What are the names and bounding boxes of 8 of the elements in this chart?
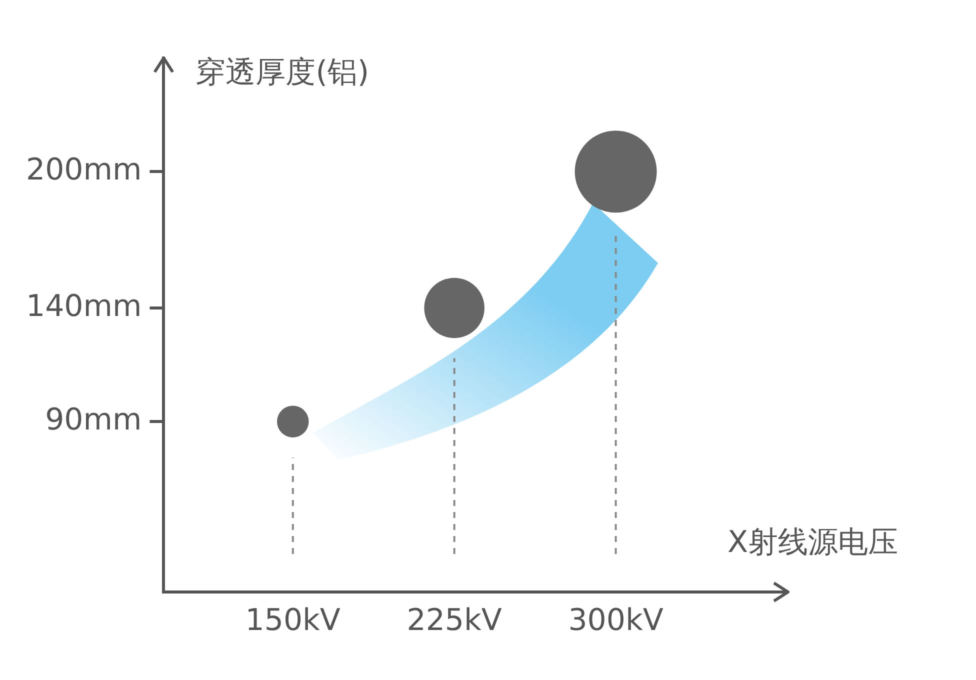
x-axis-title: X射线源电压 xyxy=(727,524,898,560)
y-tick-label: 90mm xyxy=(45,402,142,438)
y-axis-title: 穿透厚度(铝) xyxy=(196,54,370,90)
y-tick-label: 140mm xyxy=(26,288,142,324)
x-tick-label: 225kV xyxy=(406,602,502,638)
x-tick-label: 300kV xyxy=(568,602,664,638)
y-tick-label: 200mm xyxy=(26,152,142,188)
x-tick-label: 150kV xyxy=(245,602,341,638)
